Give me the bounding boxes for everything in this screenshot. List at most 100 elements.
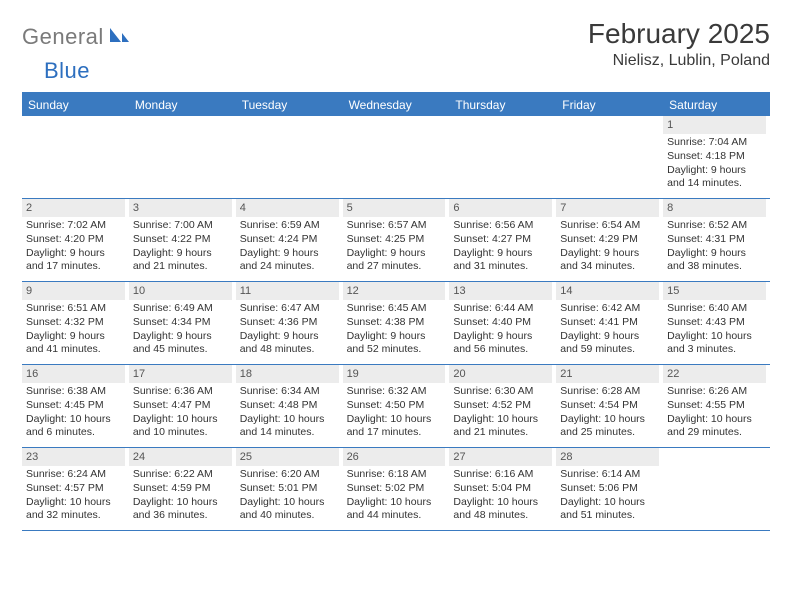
day-cell: . (129, 116, 236, 198)
sunrise-text: Sunrise: 6:20 AM (240, 468, 339, 482)
location: Nielisz, Lublin, Poland (588, 52, 770, 70)
day-cell: 3Sunrise: 7:00 AMSunset: 4:22 PMDaylight… (129, 199, 236, 281)
week-row: 9Sunrise: 6:51 AMSunset: 4:32 PMDaylight… (22, 282, 770, 365)
day-number: 4 (236, 199, 339, 217)
day-body: Sunrise: 6:57 AMSunset: 4:25 PMDaylight:… (343, 219, 446, 274)
sunset-text: Sunset: 5:04 PM (453, 482, 552, 496)
day-number: 25 (236, 448, 339, 466)
day-body: Sunrise: 6:38 AMSunset: 4:45 PMDaylight:… (22, 385, 125, 440)
dow-mon: Monday (129, 94, 236, 116)
sunset-text: Sunset: 4:22 PM (133, 233, 232, 247)
day-number: 2 (22, 199, 125, 217)
day-cell: 1Sunrise: 7:04 AMSunset: 4:18 PMDaylight… (663, 116, 770, 198)
day-number: 15 (663, 282, 766, 300)
sunrise-text: Sunrise: 6:36 AM (133, 385, 232, 399)
sunrise-text: Sunrise: 6:54 AM (560, 219, 659, 233)
daylight-text: Daylight: 10 hours and 21 minutes. (453, 413, 552, 440)
dow-tue: Tuesday (236, 94, 343, 116)
sunrise-text: Sunrise: 6:30 AM (453, 385, 552, 399)
logo-text-general: General (22, 24, 104, 50)
dow-thu: Thursday (449, 94, 556, 116)
day-cell: 23 Sunrise: 6:24 AMSunset: 4:57 PMDayligh… (22, 448, 129, 530)
sunset-text: Sunset: 4:47 PM (133, 399, 232, 413)
sunrise-text: Sunrise: 6:56 AM (453, 219, 552, 233)
day-number: 9 (22, 282, 125, 300)
sunrise-text: Sunrise: 6:22 AM (133, 468, 232, 482)
daylight-text: Daylight: 10 hours and 25 minutes. (560, 413, 659, 440)
day-cell: 7Sunrise: 6:54 AMSunset: 4:29 PMDaylight… (556, 199, 663, 281)
sunrise-text: Sunrise: 6:47 AM (240, 302, 339, 316)
sunset-text: Sunset: 4:34 PM (133, 316, 232, 330)
day-cell: 19 Sunrise: 6:32 AMSunset: 4:50 PMDayligh… (343, 365, 450, 447)
dow-sat: Saturday (663, 94, 770, 116)
sunset-text: Sunset: 4:38 PM (347, 316, 446, 330)
day-body: Sunrise: 6:52 AMSunset: 4:31 PMDaylight:… (663, 219, 766, 274)
day-number: 26 (343, 448, 446, 466)
sunrise-text: Sunrise: 6:18 AM (347, 468, 446, 482)
daylight-text: Daylight: 10 hours and 32 minutes. (26, 496, 125, 523)
day-number: 19 (343, 365, 446, 383)
title-block: February 2025 Nielisz, Lublin, Poland (588, 18, 770, 70)
day-body: Sunrise: 6:47 AMSunset: 4:36 PMDaylight:… (236, 302, 339, 357)
day-cell: 11Sunrise: 6:47 AMSunset: 4:36 PMDayligh… (236, 282, 343, 364)
day-number: 14 (556, 282, 659, 300)
day-cell: 21Sunrise: 6:28 AMSunset: 4:54 PMDayligh… (556, 365, 663, 447)
day-cell: . (556, 116, 663, 198)
week-row: 2Sunrise: 7:02 AMSunset: 4:20 PMDaylight… (22, 199, 770, 282)
sunset-text: Sunset: 4:24 PM (240, 233, 339, 247)
day-cell: 5Sunrise: 6:57 AMSunset: 4:25 PMDaylight… (343, 199, 450, 281)
sunset-text: Sunset: 4:55 PM (667, 399, 766, 413)
daylight-text: Daylight: 10 hours and 44 minutes. (347, 496, 446, 523)
daylight-text: Daylight: 9 hours and 17 minutes. (26, 247, 125, 274)
day-body: Sunrise: 6:24 AMSunset: 4:57 PMDaylight:… (22, 468, 125, 523)
daylight-text: Daylight: 9 hours and 59 minutes. (560, 330, 659, 357)
day-cell: 4Sunrise: 6:59 AMSunset: 4:24 PMDaylight… (236, 199, 343, 281)
daylight-text: Daylight: 10 hours and 40 minutes. (240, 496, 339, 523)
day-cell: 22Sunrise: 6:26 AMSunset: 4:55 PMDayligh… (663, 365, 770, 447)
sunrise-text: Sunrise: 6:34 AM (240, 385, 339, 399)
day-cell: . (236, 116, 343, 198)
day-body: Sunrise: 6:20 AMSunset: 5:01 PMDaylight:… (236, 468, 339, 523)
logo-text-blue: Blue (44, 58, 90, 83)
sunset-text: Sunset: 4:41 PM (560, 316, 659, 330)
day-cell: 18Sunrise: 6:34 AMSunset: 4:48 PMDayligh… (236, 365, 343, 447)
day-number: 8 (663, 199, 766, 217)
sunset-text: Sunset: 4:31 PM (667, 233, 766, 247)
day-body: Sunrise: 6:14 AMSunset: 5:06 PMDaylight:… (556, 468, 659, 523)
daylight-text: Daylight: 9 hours and 56 minutes. (453, 330, 552, 357)
sunrise-text: Sunrise: 6:16 AM (453, 468, 552, 482)
day-number: 12 (343, 282, 446, 300)
week-row: 23 Sunrise: 6:24 AMSunset: 4:57 PMDayligh… (22, 448, 770, 531)
day-cell: 25 Sunrise: 6:20 AMSunset: 5:01 PMDayligh… (236, 448, 343, 530)
day-number: 27 (449, 448, 552, 466)
calendar: Sunday Monday Tuesday Wednesday Thursday… (22, 92, 770, 531)
daylight-text: Daylight: 9 hours and 34 minutes. (560, 247, 659, 274)
sunrise-text: Sunrise: 6:49 AM (133, 302, 232, 316)
sunset-text: Sunset: 4:25 PM (347, 233, 446, 247)
sunrise-text: Sunrise: 6:14 AM (560, 468, 659, 482)
daylight-text: Daylight: 10 hours and 51 minutes. (560, 496, 659, 523)
day-body: Sunrise: 6:22 AMSunset: 4:59 PMDaylight:… (129, 468, 232, 523)
day-number: 3 (129, 199, 232, 217)
day-body: Sunrise: 6:40 AMSunset: 4:43 PMDaylight:… (663, 302, 766, 357)
day-number: 21 (556, 365, 659, 383)
day-cell: 26 Sunrise: 6:18 AMSunset: 5:02 PMDayligh… (343, 448, 450, 530)
day-cell: 16Sunrise: 6:38 AMSunset: 4:45 PMDayligh… (22, 365, 129, 447)
day-cell: 8 Sunrise: 6:52 AMSunset: 4:31 PMDaylight… (663, 199, 770, 281)
day-number: 23 (22, 448, 125, 466)
daylight-text: Daylight: 9 hours and 14 minutes. (667, 164, 766, 191)
sunset-text: Sunset: 4:52 PM (453, 399, 552, 413)
day-body: Sunrise: 6:32 AMSunset: 4:50 PMDaylight:… (343, 385, 446, 440)
day-cell: 28Sunrise: 6:14 AMSunset: 5:06 PMDayligh… (556, 448, 663, 530)
day-number: 6 (449, 199, 552, 217)
sunset-text: Sunset: 4:36 PM (240, 316, 339, 330)
day-body: Sunrise: 6:42 AMSunset: 4:41 PMDaylight:… (556, 302, 659, 357)
sunset-text: Sunset: 4:48 PM (240, 399, 339, 413)
logo-sail-icon (108, 25, 130, 50)
dow-row: Sunday Monday Tuesday Wednesday Thursday… (22, 94, 770, 116)
sunset-text: Sunset: 5:02 PM (347, 482, 446, 496)
sunrise-text: Sunrise: 6:26 AM (667, 385, 766, 399)
dow-sun: Sunday (22, 94, 129, 116)
daylight-text: Daylight: 9 hours and 48 minutes. (240, 330, 339, 357)
sunrise-text: Sunrise: 6:28 AM (560, 385, 659, 399)
